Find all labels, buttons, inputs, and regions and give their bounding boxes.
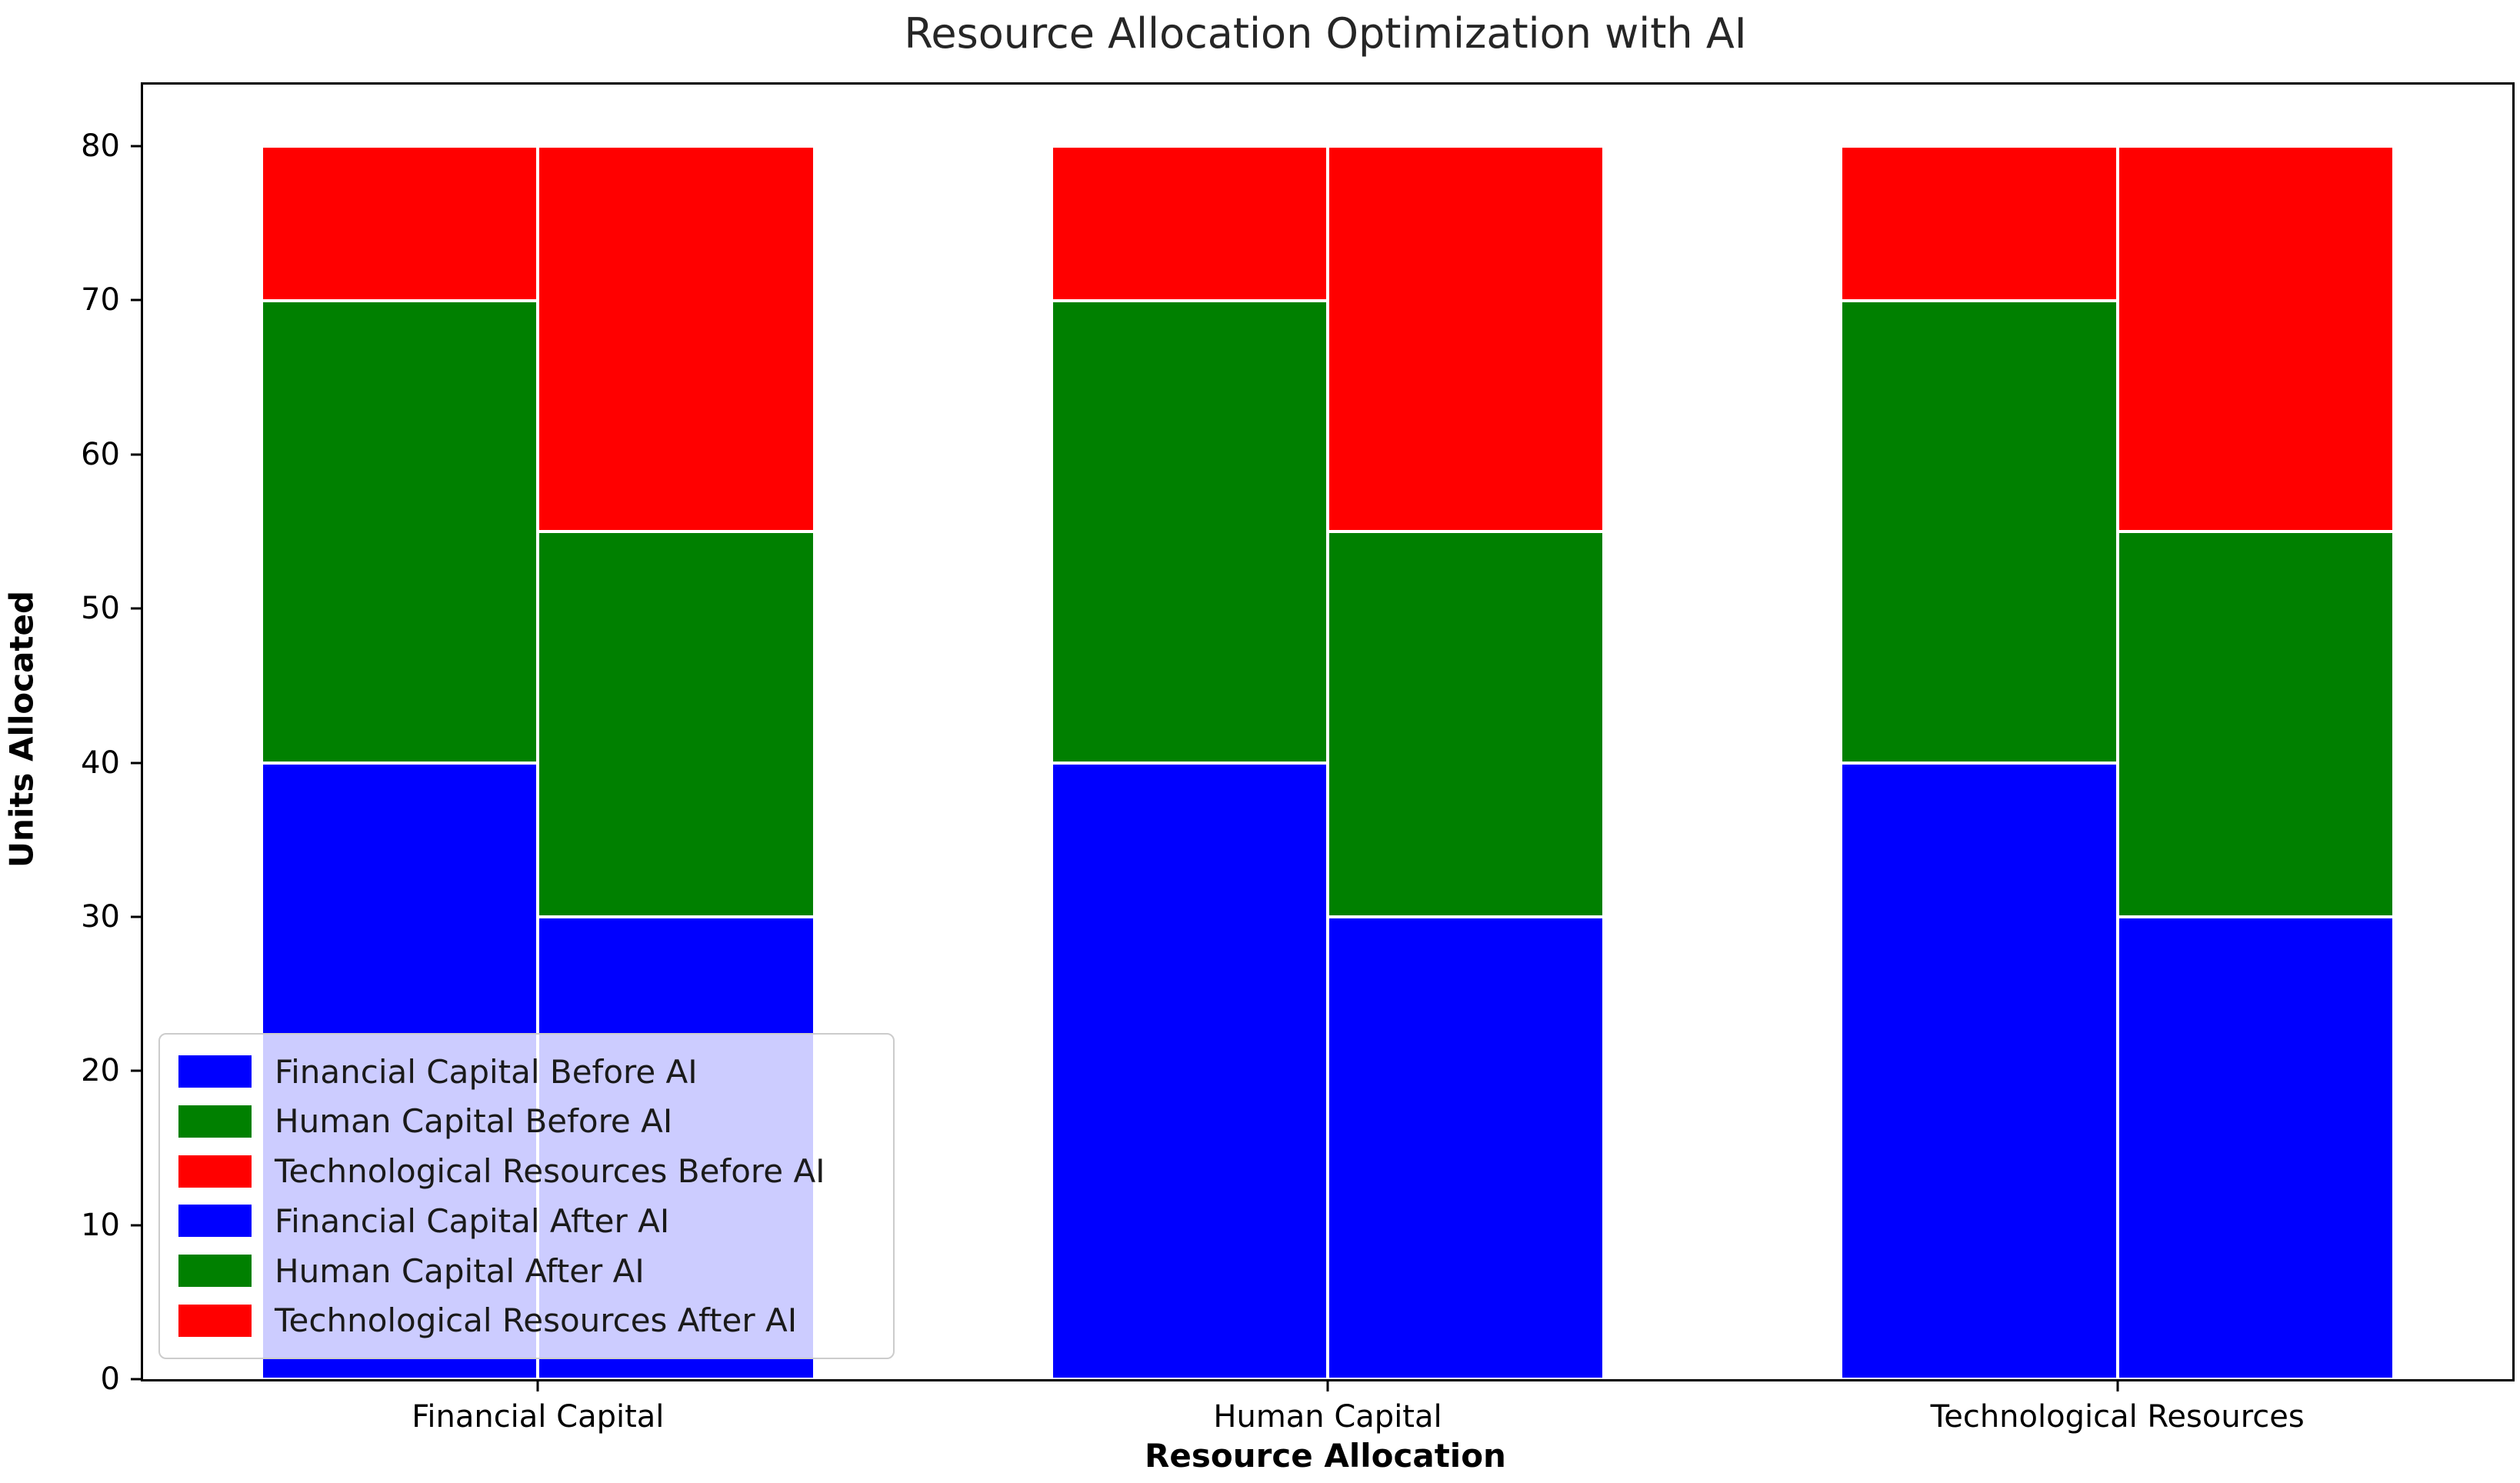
y-tick-label: 60	[81, 436, 120, 472]
legend-row: Technological Resources After AI	[178, 1296, 875, 1345]
legend-swatch	[178, 1304, 252, 1337]
y-tick-label: 40	[81, 745, 120, 781]
bar-segment	[538, 532, 815, 917]
bar-segment	[1841, 146, 2118, 301]
y-tick-mark	[131, 1069, 143, 1072]
bar-segment	[1328, 916, 1605, 1379]
legend: Financial Capital Before AI Human Capital…	[158, 1033, 895, 1359]
plot-area: Financial Capital Before AI Human Capital…	[81, 82, 2515, 1435]
legend-swatch	[178, 1155, 252, 1188]
bar-segment	[1328, 146, 1605, 532]
y-tick-label: 20	[81, 1053, 120, 1089]
bar-segment	[262, 300, 538, 763]
bar-segment	[1051, 146, 1328, 301]
legend-row: Technological Resources Before AI	[178, 1147, 875, 1196]
x-tick-mark	[536, 1379, 539, 1391]
y-tick-mark	[131, 145, 143, 148]
legend-label: Human Capital After AI	[275, 1251, 645, 1290]
legend-swatch	[178, 1105, 252, 1138]
y-tick-label: 70	[81, 282, 120, 318]
y-tick-label: 30	[81, 898, 120, 935]
legend-label: Financial Capital Before AI	[275, 1052, 698, 1091]
y-tick-mark	[131, 915, 143, 918]
y-tick-label: 50	[81, 591, 120, 627]
legend-swatch	[178, 1055, 252, 1088]
y-tick-label: 80	[81, 128, 120, 165]
y-tick-mark	[131, 453, 143, 456]
chart-title: Resource Allocation Optimization with AI	[904, 9, 1747, 58]
y-tick-mark	[131, 1378, 143, 1381]
y-tick-label: 10	[81, 1207, 120, 1243]
x-tick-label: Financial Capital	[412, 1399, 665, 1435]
legend-row: Financial Capital After AI	[178, 1196, 875, 1245]
x-tick-mark	[2116, 1379, 2119, 1391]
x-tick-label: Human Capital	[1213, 1399, 1442, 1435]
bar-segment	[1051, 762, 1328, 1379]
legend-row: Human Capital After AI	[178, 1246, 875, 1295]
legend-label: Technological Resources Before AI	[275, 1152, 825, 1191]
legend-label: Technological Resources After AI	[275, 1301, 798, 1340]
bar-segment	[1841, 300, 2118, 763]
bar-segment	[538, 146, 815, 532]
y-tick-label: 0	[100, 1361, 120, 1397]
y-tick-mark	[131, 298, 143, 302]
legend-swatch	[178, 1205, 252, 1238]
legend-row: Human Capital Before AI	[178, 1097, 875, 1146]
y-axis-label: Units Allocated	[2, 590, 41, 868]
y-tick-mark	[131, 761, 143, 765]
x-tick-mark	[1326, 1379, 1329, 1391]
y-tick-mark	[131, 1224, 143, 1227]
bar-segment	[1328, 532, 1605, 917]
legend-swatch	[178, 1255, 252, 1288]
y-tick-mark	[131, 607, 143, 610]
bar-segment	[2117, 146, 2394, 532]
bar-segment	[1051, 300, 1328, 763]
x-tick-label: Technological Resources	[1930, 1399, 2305, 1435]
legend-row: Financial Capital Before AI	[178, 1047, 875, 1096]
legend-label: Human Capital Before AI	[275, 1102, 673, 1141]
bar-segment	[2117, 532, 2394, 917]
bar-segment	[262, 146, 538, 301]
legend-label: Financial Capital After AI	[275, 1201, 670, 1240]
bar-segment	[2117, 916, 2394, 1379]
bar-segment	[1841, 762, 2118, 1379]
x-axis-label: Resource Allocation	[1145, 1437, 1506, 1475]
